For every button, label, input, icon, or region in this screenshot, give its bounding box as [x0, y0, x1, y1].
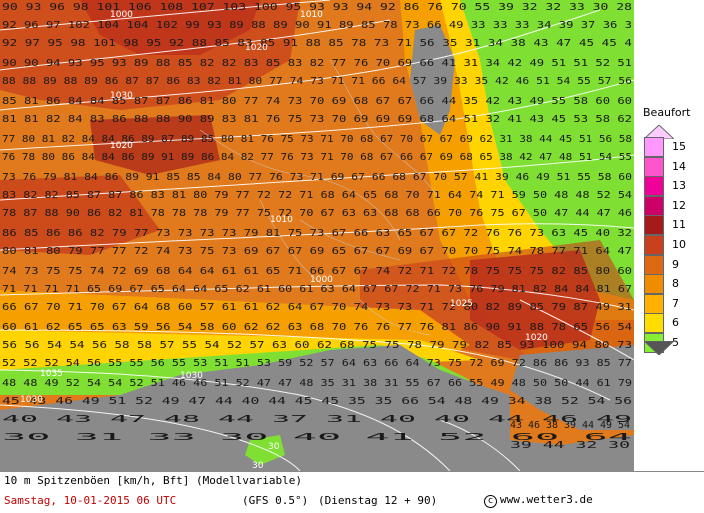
legend-swatch	[644, 313, 664, 334]
legend-swatch	[644, 254, 664, 275]
legend-label: 8	[672, 277, 679, 291]
legend-label: 10	[672, 238, 686, 251]
copyright-text: www.wetter3.de	[500, 493, 593, 506]
legend-level: 14	[644, 156, 692, 177]
value-row: 92 96 97 102 104 104 102 99 93 89 88 89 …	[2, 20, 632, 31]
legend-swatch	[644, 156, 664, 177]
isobar-labels: 1000 1010 1020 1030 1020 1010 1000 1030 1030 1025…	[20, 10, 548, 471]
isobar-label: 30	[268, 442, 280, 452]
legend-label: 13	[672, 179, 686, 193]
value-row: 90 90 94 93 95 93 89 88 85 82 82 83 85 8…	[2, 58, 632, 69]
legend-level: 10	[644, 235, 692, 255]
model-run: (Dienstag 12 + 90)	[318, 494, 438, 507]
legend-level: 12	[644, 195, 692, 216]
copyright-icon: c	[484, 495, 497, 508]
isobar-label: 1000	[110, 10, 133, 20]
isobar-label: 1035	[40, 369, 63, 379]
wind-gust-map: 90 93 96 98 101 106 108 107 103 100 95 9…	[0, 0, 634, 471]
legend-level: 11	[644, 215, 692, 236]
value-row: 73 76 79 81 84 86 89 91 85 85 84 80 77 7…	[2, 172, 632, 183]
model-name: (GFS 0.5°)	[242, 494, 309, 507]
legend-up-arrow	[644, 125, 674, 139]
valid-date: Samstag, 10-01-2015 06 UTC	[4, 494, 177, 507]
legend-swatch	[644, 137, 664, 157]
value-row: 66 67 70 71 70 67 64 68 60 57 61 61 62 6…	[2, 302, 632, 313]
isobar-label: 1030	[180, 371, 203, 381]
isobar-label: 1030	[20, 395, 43, 405]
value-row: 71 71 71 71 65 69 67 65 64 64 65 62 61 6…	[2, 284, 632, 295]
value-row: 76 78 80 86 84 84 86 89 91 89 86 84 82 7…	[2, 152, 632, 163]
value-row: 77 80 81 82 84 84 86 89 87 89 85 80 81 7…	[2, 134, 632, 145]
map-canvas: 90 93 96 98 101 106 108 107 103 100 95 9…	[0, 0, 634, 471]
isobar-label: 1010	[270, 215, 293, 225]
value-row: 88 88 89 88 89 86 87 87 86 83 82 81 80 7…	[2, 76, 632, 87]
legend-level: 15	[644, 137, 692, 157]
value-row: 86 85 86 86 82 79 77 73 73 73 73 79 81 7…	[2, 228, 632, 239]
legend-label: 12	[672, 198, 686, 212]
value-row: 90 93 96 98 101 106 108 107 103 100 95 9…	[2, 2, 632, 13]
isobar-label: 1020	[245, 43, 268, 53]
legend-down-arrow	[644, 341, 674, 355]
isobar-label: 1000	[310, 275, 333, 285]
legend-swatch	[644, 274, 664, 295]
isobar-label: 1020	[110, 141, 133, 151]
legend-swatch	[644, 176, 664, 197]
value-row: 45 43 46 49 51 52 49 47 44 40 44 45 45 3…	[2, 396, 632, 407]
value-row: 60 61 62 65 65 63 59 56 54 58 60 62 62 6…	[2, 322, 632, 333]
map-footer: 10 m Spitzenböen [km/h, Bft] (Modellvari…	[0, 471, 704, 513]
isobar-label: 1030	[110, 91, 133, 101]
legend-level: 13	[644, 176, 692, 197]
value-row: 78 87 88 90 86 82 81 78 78 78 79 77 75 7…	[2, 208, 632, 219]
value-row: 92 97 95 98 101 98 95 92 88 85 83 85 91 …	[2, 38, 632, 49]
legend-label: 11	[672, 218, 686, 232]
value-row: 52 52 52 54 56 55 55 56 55 53 51 51 53 5…	[2, 358, 632, 369]
legend-level: 9	[644, 254, 692, 275]
legend-label: 5	[672, 336, 679, 349]
land-southeast	[510, 345, 634, 430]
value-layer: 90 93 96 98 101 106 108 107 103 100 95 9…	[2, 2, 632, 451]
isobar-label: 1025	[450, 299, 473, 309]
isobar-label: 30	[252, 461, 264, 471]
land-south	[0, 345, 634, 471]
legend-label: 9	[672, 257, 679, 271]
value-row: 43 46 38 39 44 49 54	[510, 420, 630, 431]
dark-red-center	[90, 115, 220, 175]
isobar-label: 1020	[525, 333, 548, 343]
legend-level: 6	[644, 313, 692, 334]
legend-label: 6	[672, 316, 679, 330]
legend-level: 7	[644, 293, 692, 314]
red-orange-nw	[0, 0, 300, 110]
legend-swatch	[644, 235, 664, 255]
legend-label: 15	[672, 140, 686, 153]
isobar-lines	[0, 0, 634, 471]
legend-swatch	[644, 293, 664, 314]
isobar-label: 1010	[300, 10, 323, 20]
legend-swatch	[644, 195, 664, 216]
island-green	[245, 435, 285, 465]
value-row: 30 31 33 30 40 41 52 60 64	[2, 432, 632, 443]
legend-title: Beaufort	[643, 106, 691, 119]
land-baltic	[410, 25, 455, 135]
map-title: 10 m Spitzenböen [km/h, Bft] (Modellvari…	[4, 474, 303, 487]
legend-level: 8	[644, 274, 692, 295]
value-row: 40 43 47 48 44 37 31 40 40 44 46 49	[2, 414, 632, 425]
value-row: 48 48 49 52 54 54 52 51 46 46 51 52 47 4…	[2, 378, 632, 389]
beaufort-legend: Beaufort 15 14 13 12 11 10 9 8 7 6 5	[634, 0, 704, 471]
legend-label: 7	[672, 296, 679, 310]
value-row: 81 81 82 84 83 86 88 88 90 89 83 81 76 7…	[2, 114, 632, 125]
value-row: 56 56 54 54 56 58 58 57 55 54 52 57 63 6…	[2, 340, 632, 351]
legend-swatch	[644, 215, 664, 236]
copyright: c www.wetter3.de	[484, 493, 593, 508]
legend-label: 14	[672, 159, 686, 173]
value-row: 39 44 32 30	[510, 440, 630, 451]
value-row: 83 82 82 85 87 87 86 83 81 80 79 77 72 7…	[2, 190, 632, 201]
red-orange-west	[0, 175, 160, 255]
value-row: 85 81 86 84 84 85 87 87 86 81 80 77 74 7…	[2, 96, 632, 107]
coastline	[199, 59, 441, 336]
value-row: 80 81 80 79 77 77 72 74 73 75 73 69 67 6…	[2, 246, 632, 257]
value-row: 74 73 75 75 74 72 69 68 64 64 61 61 65 7…	[2, 266, 632, 277]
